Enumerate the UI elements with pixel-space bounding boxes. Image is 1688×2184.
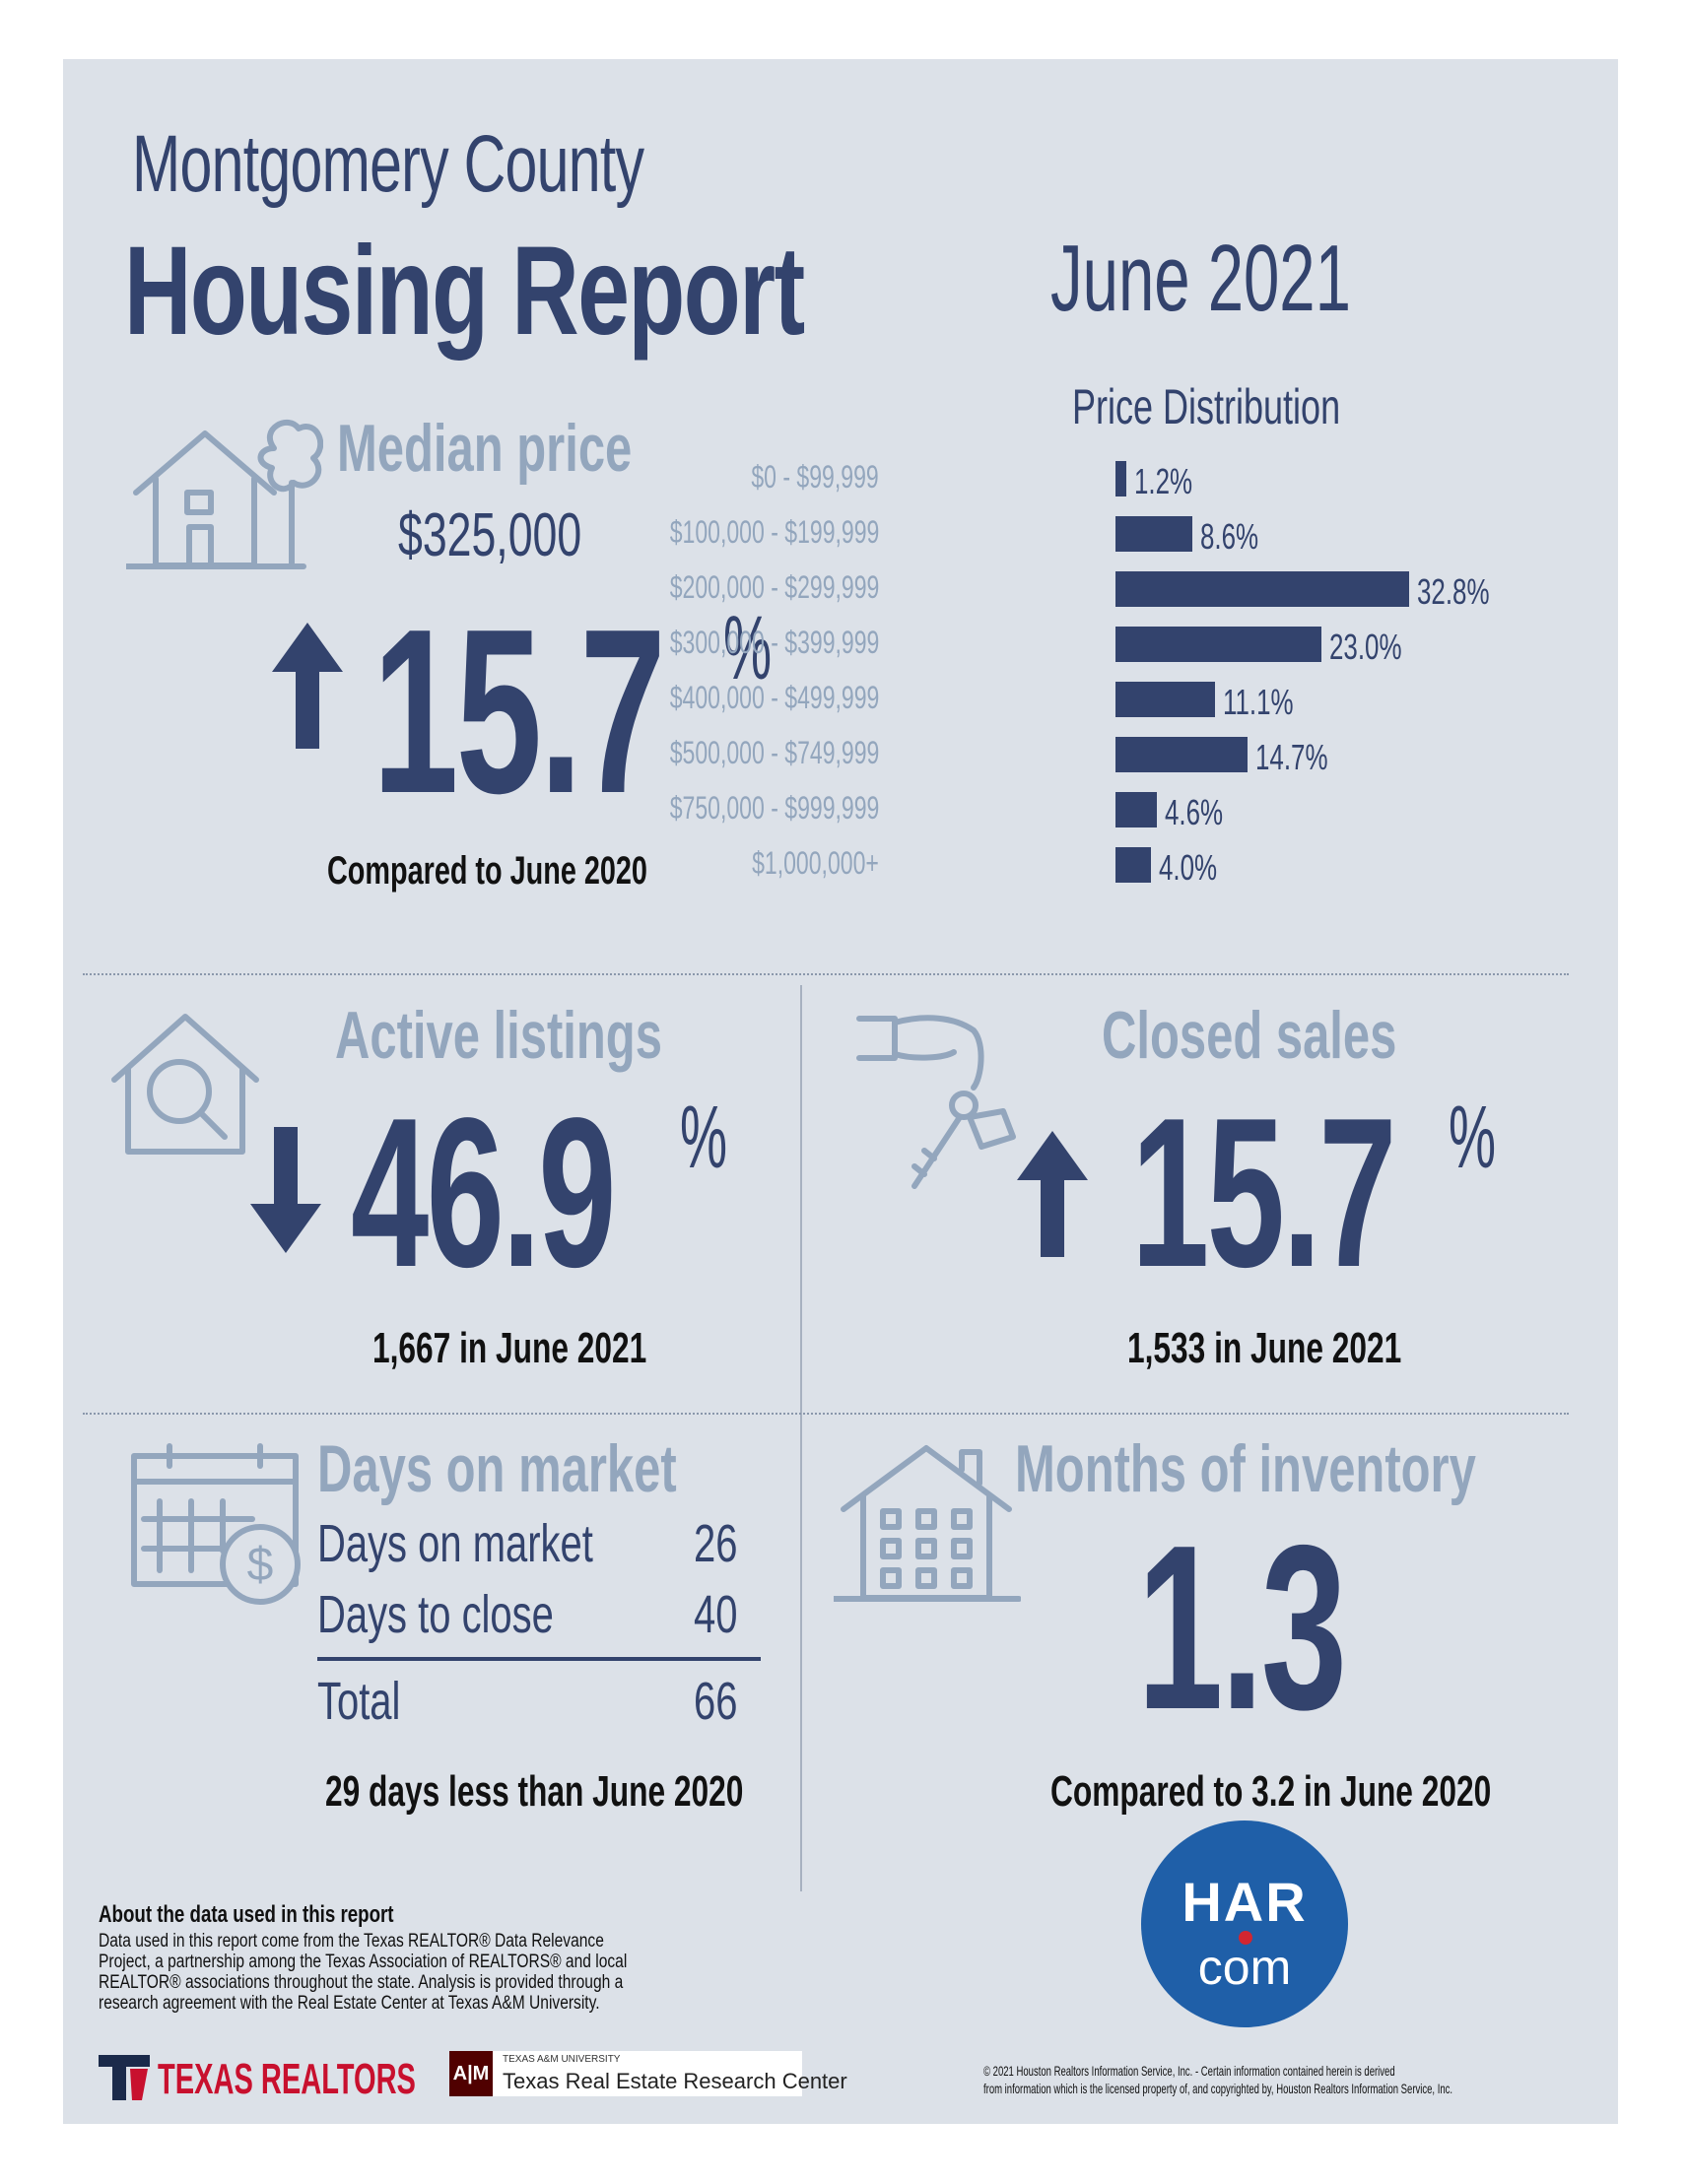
price-range-label: $300,000 - $399,999 (669, 625, 879, 660)
months-inventory-label: Months of inventory (1015, 1431, 1476, 1506)
active-listings-percent: % (680, 1089, 728, 1187)
tamu-small-label: TEXAS A&M UNIVERSITY (503, 2054, 621, 2065)
price-distribution-row: $300,000 - $399,999 23.0% (669, 623, 1518, 667)
price-range-label: $100,000 - $199,999 (669, 514, 879, 550)
section-divider (83, 1413, 1569, 1415)
price-distribution-row: $500,000 - $749,999 14.7% (669, 733, 1518, 777)
closed-sales-caption: 1,533 in June 2021 (1127, 1324, 1402, 1372)
tamu-logo-mark: A|M (449, 2051, 493, 2096)
closed-sales-percent: % (1449, 1089, 1497, 1187)
active-listings-label: Active listings (335, 998, 662, 1073)
price-range-label: $0 - $99,999 (751, 459, 879, 495)
median-price-value: $325,000 (398, 501, 582, 569)
active-listings-change: 46.9 (351, 1073, 617, 1311)
days-on-market-caption: 29 days less than June 2020 (325, 1767, 744, 1816)
price-bar-value: 4.0% (1159, 847, 1218, 888)
calendar-dollar-icon: $ (131, 1443, 301, 1605)
dom-row-name: Days on market (317, 1514, 593, 1573)
price-distribution-row: $1,000,000+ 4.0% (752, 843, 1518, 888)
copyright-line-2: from information which is the licensed p… (983, 2081, 1453, 2096)
price-bar (1115, 737, 1248, 772)
har-logo-dot (1239, 1931, 1252, 1945)
report-title: Housing Report (124, 221, 805, 362)
price-range-label: $750,000 - $999,999 (669, 790, 879, 826)
median-price-change: 15.7 (372, 581, 666, 842)
har-logo: HAR com (1141, 1820, 1348, 2027)
dom-row-value: 26 (694, 1514, 738, 1573)
har-logo-com: com (1197, 1940, 1292, 1995)
hand-keys-icon (856, 1015, 1016, 1189)
price-bar (1115, 682, 1215, 717)
price-range-label: $1,000,000+ (752, 845, 879, 881)
price-bar-value: 1.2% (1133, 461, 1192, 501)
tamu-center-label: Texas Real Estate Research Center (503, 2069, 847, 2093)
copyright-line-1: © 2021 Houston Realtors Information Serv… (983, 2063, 1395, 2079)
dom-row-value: 40 (694, 1585, 738, 1644)
county-title: Montgomery County (132, 119, 644, 209)
arrow-down-icon (250, 1127, 321, 1253)
har-logo-text: HAR (1182, 1871, 1308, 1933)
price-bar (1115, 847, 1152, 883)
price-bar (1115, 516, 1193, 552)
texas-realtors-logo-mark (99, 2055, 150, 2100)
about-text: Data used in this report come from the T… (99, 1931, 628, 2014)
median-price-caption: Compared to June 2020 (327, 849, 647, 893)
dom-total-value: 66 (694, 1672, 738, 1731)
house-search-icon (111, 1014, 259, 1155)
report-date: June 2021 (1050, 226, 1351, 331)
house-tree-icon (126, 420, 323, 569)
price-range-label: $500,000 - $749,999 (669, 735, 879, 770)
dom-total-name: Total (317, 1672, 401, 1731)
closed-sales-label: Closed sales (1102, 998, 1397, 1073)
about-title: About the data used in this report (99, 1901, 394, 1928)
price-distribution-row: $400,000 - $499,999 11.1% (669, 678, 1518, 722)
price-bar-value: 4.6% (1164, 792, 1223, 832)
texas-realtors-logo-text: TEXAS REALTORS (158, 2055, 416, 2103)
price-bar (1115, 461, 1126, 496)
price-distribution-row: $100,000 - $199,999 8.6% (669, 512, 1518, 557)
arrow-up-icon (1017, 1131, 1088, 1257)
price-bar (1115, 627, 1321, 662)
price-distribution-row: $200,000 - $299,999 32.8% (669, 567, 1518, 612)
price-bar-value: 8.6% (1200, 516, 1259, 557)
months-inventory-value: 1.3 (1137, 1497, 1347, 1758)
dom-row-name: Days to close (317, 1585, 554, 1644)
price-distribution-title: Price Distribution (1072, 379, 1341, 434)
price-bar (1115, 571, 1409, 607)
price-distribution-row: $750,000 - $999,999 4.6% (669, 788, 1518, 832)
median-price-label: Median price (337, 411, 633, 486)
price-distribution-row: $0 - $99,999 1.2% (752, 457, 1518, 501)
section-divider (83, 973, 1569, 975)
price-bar-value: 14.7% (1254, 737, 1328, 777)
tamu-logo: A|M TEXAS A&M UNIVERSITY Texas Real Esta… (449, 2051, 847, 2096)
arrow-up-icon (272, 623, 343, 749)
active-listings-caption: 1,667 in June 2021 (372, 1324, 647, 1372)
price-bar-value: 23.0% (1328, 627, 1402, 667)
price-range-label: $400,000 - $499,999 (669, 680, 879, 715)
months-inventory-caption: Compared to 3.2 in June 2020 (1050, 1767, 1492, 1816)
report-panel (63, 59, 1618, 2124)
price-range-label: $200,000 - $299,999 (669, 569, 879, 605)
price-bar-value: 11.1% (1222, 682, 1294, 722)
total-divider (317, 1657, 761, 1661)
svg-text:$: $ (247, 1539, 274, 1591)
closed-sales-change: 15.7 (1131, 1073, 1397, 1311)
price-bar-value: 32.8% (1417, 571, 1490, 612)
apartment-building-icon (834, 1445, 1021, 1602)
column-divider (800, 985, 802, 1891)
price-bar (1115, 792, 1157, 827)
median-price-percent: % (723, 598, 773, 698)
days-on-market-label: Days on market (317, 1431, 677, 1506)
